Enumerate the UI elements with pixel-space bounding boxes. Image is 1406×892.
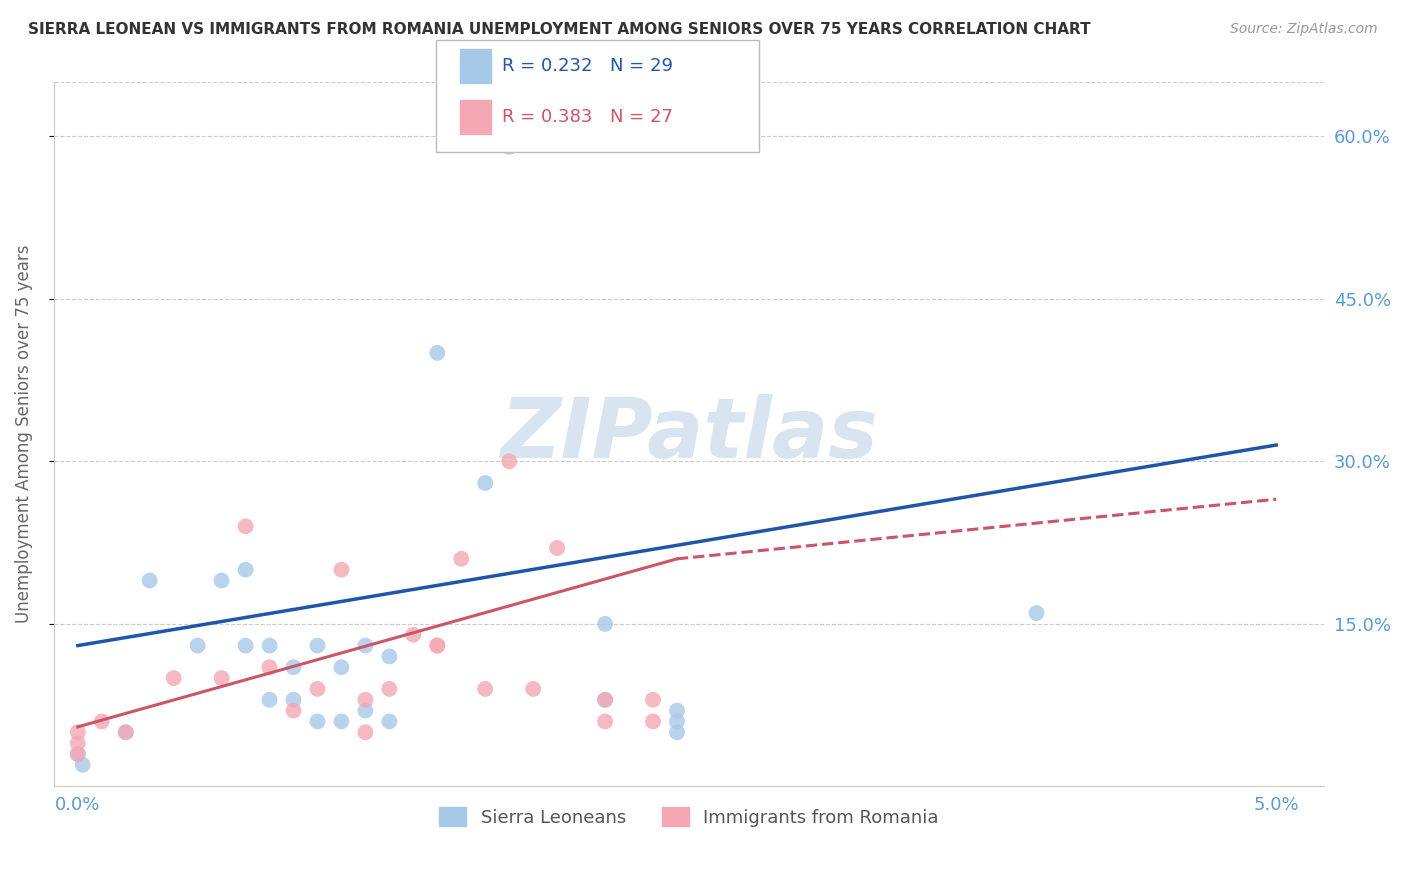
Point <box>307 714 329 729</box>
Text: R = 0.232: R = 0.232 <box>502 56 592 75</box>
Legend: Sierra Leoneans, Immigrants from Romania: Sierra Leoneans, Immigrants from Romania <box>432 800 946 834</box>
Point <box>330 563 353 577</box>
Point <box>426 639 449 653</box>
Text: SIERRA LEONEAN VS IMMIGRANTS FROM ROMANIA UNEMPLOYMENT AMONG SENIORS OVER 75 YEA: SIERRA LEONEAN VS IMMIGRANTS FROM ROMANI… <box>28 22 1091 37</box>
Point <box>307 639 329 653</box>
Point <box>474 681 496 696</box>
Text: N = 29: N = 29 <box>610 56 673 75</box>
Point <box>666 725 689 739</box>
Point <box>235 563 257 577</box>
Point <box>498 140 520 154</box>
Text: Source: ZipAtlas.com: Source: ZipAtlas.com <box>1230 22 1378 37</box>
Point <box>378 649 401 664</box>
Point <box>330 714 353 729</box>
Point <box>90 714 112 729</box>
Point <box>666 704 689 718</box>
Point <box>235 519 257 533</box>
Point <box>354 725 377 739</box>
Point <box>66 736 89 750</box>
Point <box>498 454 520 468</box>
Point <box>593 616 616 631</box>
Point <box>593 714 616 729</box>
Point <box>66 747 89 761</box>
Point <box>426 639 449 653</box>
Point <box>354 639 377 653</box>
Point <box>138 574 160 588</box>
Point <box>546 541 568 555</box>
Point <box>259 692 281 706</box>
Point <box>283 704 305 718</box>
Point <box>235 639 257 653</box>
Point <box>378 714 401 729</box>
Point <box>163 671 186 685</box>
Point <box>259 639 281 653</box>
Point <box>522 681 544 696</box>
Point <box>114 725 136 739</box>
Point <box>114 725 136 739</box>
Text: R = 0.383: R = 0.383 <box>502 108 592 126</box>
Point <box>593 692 616 706</box>
Point <box>259 660 281 674</box>
Point <box>354 692 377 706</box>
Y-axis label: Unemployment Among Seniors over 75 years: Unemployment Among Seniors over 75 years <box>15 245 32 624</box>
Text: N = 27: N = 27 <box>610 108 673 126</box>
Point <box>307 681 329 696</box>
Point <box>641 692 664 706</box>
Point <box>402 628 425 642</box>
Point <box>666 714 689 729</box>
Point <box>187 639 209 653</box>
Point <box>211 574 233 588</box>
Point <box>354 704 377 718</box>
Point <box>474 475 496 490</box>
Point <box>1025 606 1047 620</box>
Point <box>378 681 401 696</box>
Point <box>66 747 89 761</box>
Point <box>283 660 305 674</box>
Point <box>211 671 233 685</box>
Point <box>330 660 353 674</box>
Point <box>72 757 94 772</box>
Text: ZIPatlas: ZIPatlas <box>501 393 877 475</box>
Point <box>283 692 305 706</box>
Point <box>593 692 616 706</box>
Point <box>641 714 664 729</box>
Point <box>66 725 89 739</box>
Point <box>450 552 472 566</box>
Point <box>426 346 449 360</box>
